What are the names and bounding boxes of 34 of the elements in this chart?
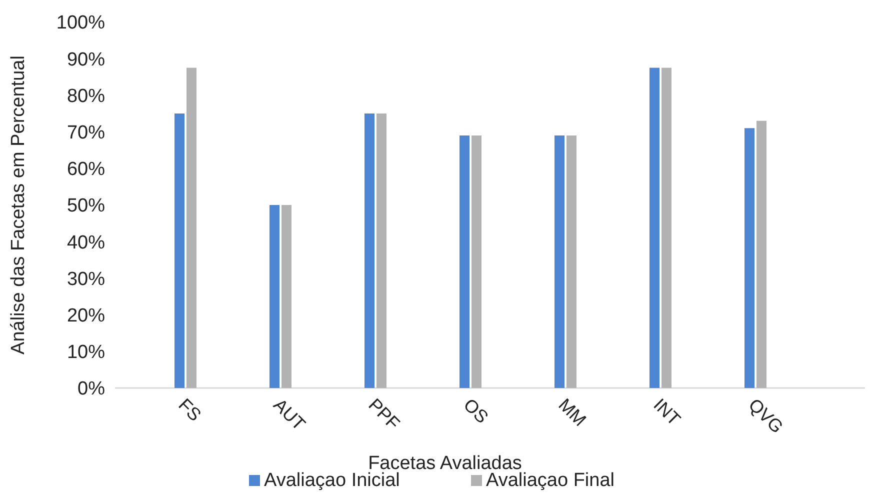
y-tick-label: 10% bbox=[66, 342, 106, 364]
bar bbox=[270, 205, 280, 388]
bar bbox=[376, 114, 386, 388]
bar bbox=[282, 205, 292, 388]
bar bbox=[472, 135, 482, 388]
bar bbox=[460, 135, 470, 388]
bar bbox=[650, 68, 660, 388]
legend-label: Avaliaçao Final bbox=[486, 470, 615, 491]
bar bbox=[756, 120, 766, 388]
x-tick-label: FS bbox=[174, 394, 206, 426]
bar bbox=[186, 68, 196, 388]
y-tick-label: 70% bbox=[66, 122, 106, 144]
bar bbox=[566, 135, 576, 388]
y-tick-label: 60% bbox=[66, 159, 106, 180]
x-tick-label: MM bbox=[554, 394, 590, 430]
x-tick-label: OS bbox=[460, 394, 492, 428]
x-tick-label: AUT bbox=[270, 394, 310, 434]
y-tick-label: 20% bbox=[66, 305, 106, 326]
y-tick-label: 30% bbox=[66, 268, 106, 290]
bar bbox=[744, 128, 754, 388]
x-tick-label: INT bbox=[650, 394, 684, 430]
y-tick-label: 50% bbox=[66, 196, 106, 217]
bar bbox=[554, 135, 564, 388]
bar bbox=[364, 114, 374, 388]
bar bbox=[174, 114, 184, 388]
y-tick-label: 0% bbox=[78, 378, 106, 400]
y-tick-label: 100% bbox=[56, 12, 106, 34]
x-tick-label: PPF bbox=[364, 394, 404, 434]
y-tick-label: 40% bbox=[66, 232, 106, 254]
legend-label: Avaliaçao Inicial bbox=[264, 470, 400, 491]
y-axis-title: Análise das Facetas em Percentual bbox=[8, 56, 29, 354]
y-tick-label: 80% bbox=[66, 86, 106, 107]
bar bbox=[662, 68, 672, 388]
y-tick-label: 90% bbox=[66, 49, 106, 70]
